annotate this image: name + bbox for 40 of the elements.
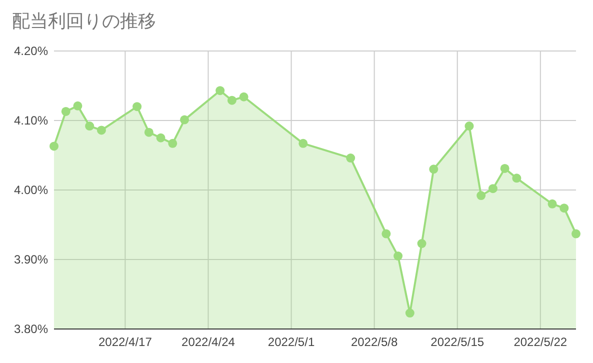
point — [548, 199, 557, 208]
x-tick-label: 2022/5/1 — [268, 335, 315, 349]
x-tick-label: 2022/4/24 — [182, 335, 236, 349]
y-tick-label: 4.00% — [14, 183, 48, 197]
x-tick-label: 2022/5/22 — [514, 335, 568, 349]
point — [405, 308, 414, 318]
point — [73, 101, 82, 110]
point — [346, 154, 356, 163]
point — [239, 92, 248, 102]
point — [560, 204, 569, 213]
point — [382, 229, 391, 238]
point — [500, 164, 510, 173]
point — [394, 252, 403, 261]
point — [96, 126, 106, 135]
point — [298, 138, 308, 148]
point — [488, 184, 498, 194]
point — [132, 102, 142, 112]
point — [50, 142, 58, 151]
point — [476, 191, 486, 200]
y-tick-label: 4.20% — [14, 44, 48, 58]
point — [464, 122, 474, 131]
point — [180, 115, 189, 124]
point — [227, 96, 236, 105]
x-tick-label: 2022/5/15 — [430, 335, 484, 349]
point — [572, 229, 580, 238]
point — [417, 239, 426, 248]
chart-title: 配当利回りの推移 — [12, 11, 156, 31]
point — [61, 106, 70, 116]
point — [512, 174, 522, 183]
point — [216, 86, 225, 96]
point — [168, 138, 178, 148]
x-tick-label: 2022/5/8 — [350, 335, 398, 349]
point — [156, 133, 166, 142]
y-tick-label: 3.90% — [14, 252, 48, 266]
y-tick-label: 4.10% — [14, 114, 48, 128]
point — [85, 122, 94, 131]
y-tick-label: 3.80% — [14, 322, 48, 336]
point — [144, 128, 154, 137]
x-tick-label: 2022/4/17 — [98, 335, 152, 349]
point — [429, 164, 438, 174]
